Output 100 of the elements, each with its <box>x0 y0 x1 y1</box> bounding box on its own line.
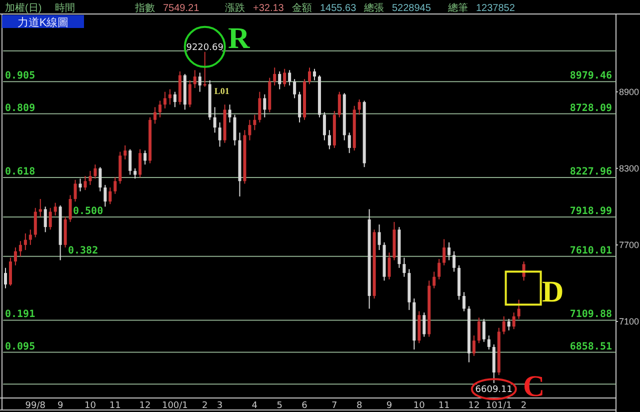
annotation: R <box>228 22 250 55</box>
candlestick <box>98 166 102 192</box>
candlestick <box>48 207 52 230</box>
candlestick <box>154 106 157 124</box>
x-tick-label: 2 <box>520 401 527 411</box>
candlestick <box>358 98 361 116</box>
ref-line-label: 7109.88 <box>570 309 612 320</box>
x-tick-label: 4 <box>252 401 258 411</box>
annotation: D <box>542 276 564 309</box>
candlestick <box>104 184 107 208</box>
ref-line-label: 8227.96 <box>570 166 612 178</box>
candlestick <box>293 78 296 99</box>
candlestick <box>18 240 22 257</box>
y-tick-label: 7700 <box>619 240 640 250</box>
ref-line-label: 8979.46 <box>570 70 612 82</box>
candlestick <box>402 257 406 278</box>
candlestick <box>54 202 57 216</box>
candlestick <box>134 168 137 180</box>
annotation: 漲跌 <box>225 2 245 14</box>
annotation: L01 <box>214 86 230 96</box>
candlestick <box>4 267 7 289</box>
x-tick-label: 11 <box>438 401 450 411</box>
candlestick <box>108 187 112 205</box>
x-tick-label: 12 <box>139 401 151 411</box>
y-tick-label: 7100 <box>619 316 640 326</box>
x-tick-label: 5 <box>276 401 282 411</box>
annotation: 時間 <box>55 2 75 14</box>
candlestick <box>298 91 302 123</box>
candlestick <box>233 114 236 146</box>
x-tick-label: 11 <box>109 401 121 411</box>
candlestick <box>482 318 486 342</box>
annotation: 9220.69 <box>186 42 224 53</box>
annotation: 加權(日) <box>5 2 42 14</box>
candlestick <box>114 176 117 194</box>
candlestick <box>422 312 426 338</box>
x-tick-label: 7 <box>332 401 338 411</box>
candlestick <box>218 122 222 148</box>
candlestick <box>168 88 172 106</box>
candlestick <box>338 91 341 118</box>
x-tick-label: 9 <box>57 401 64 411</box>
candlestick <box>78 178 82 192</box>
x-tick-label: 12 <box>468 401 480 411</box>
candlestick <box>84 176 87 191</box>
x-tick-label: 101/1 <box>486 401 512 411</box>
candlestick <box>278 70 282 90</box>
candlestick <box>348 132 351 154</box>
candlestick <box>144 150 147 166</box>
ref-line-label: 7610.01 <box>570 245 612 256</box>
candlestick <box>188 80 192 108</box>
candlestick <box>432 271 436 289</box>
y-tick-label: 8300 <box>619 163 640 174</box>
x-tick-label: 6 <box>302 401 308 411</box>
candlestick <box>502 316 506 335</box>
candlestick <box>248 119 252 141</box>
ref-line-label: 7918.99 <box>570 206 612 217</box>
candlestick <box>328 130 331 150</box>
candlestick <box>38 198 42 218</box>
candlestick <box>462 292 466 312</box>
annotation: 0.095 <box>5 341 36 352</box>
candlestick <box>487 334 490 350</box>
candlestick <box>158 100 162 118</box>
candlestick <box>68 194 72 222</box>
candlestick <box>44 206 47 233</box>
ref-line-label: 8728.09 <box>570 102 612 114</box>
candlestick <box>378 224 381 251</box>
x-tick-label: 100/1 <box>162 401 188 411</box>
candlestick <box>228 104 232 123</box>
x-tick-label: 10 <box>84 401 96 411</box>
candlestick <box>442 238 446 266</box>
annotation: 1237852 <box>476 3 516 14</box>
annotation: 總張 <box>363 2 384 14</box>
annotation: 5228945 <box>392 3 432 14</box>
annotation: 0.809 <box>5 102 36 114</box>
candlestick <box>138 148 142 178</box>
chart-title: 力道K線圖 <box>17 16 69 29</box>
candlestick <box>124 144 127 160</box>
candlestick <box>173 91 176 108</box>
candlestick <box>213 106 216 134</box>
candlestick <box>288 70 292 86</box>
candlestick <box>472 334 476 356</box>
annotation: +32.13 <box>253 3 284 14</box>
annotation: 指數 <box>134 2 155 14</box>
candlestick <box>74 179 77 202</box>
annotation: 總筆 <box>447 2 468 14</box>
candlestick <box>273 67 276 86</box>
candlestick <box>258 91 262 123</box>
candlestick <box>14 246 17 266</box>
x-tick-label: 8 <box>356 401 362 411</box>
annotation: 0.905 <box>5 70 36 82</box>
candlestick <box>452 250 456 272</box>
x-tick-label: 2 <box>202 401 208 411</box>
candlestick <box>198 72 202 92</box>
x-tick-label: 9 <box>386 401 392 411</box>
candlestick <box>163 91 166 109</box>
candlestick <box>507 318 510 331</box>
candlestick <box>312 68 316 81</box>
candlestick <box>88 170 92 186</box>
candlestick <box>24 232 27 251</box>
candlestick <box>28 229 32 246</box>
candlestick <box>193 70 196 88</box>
